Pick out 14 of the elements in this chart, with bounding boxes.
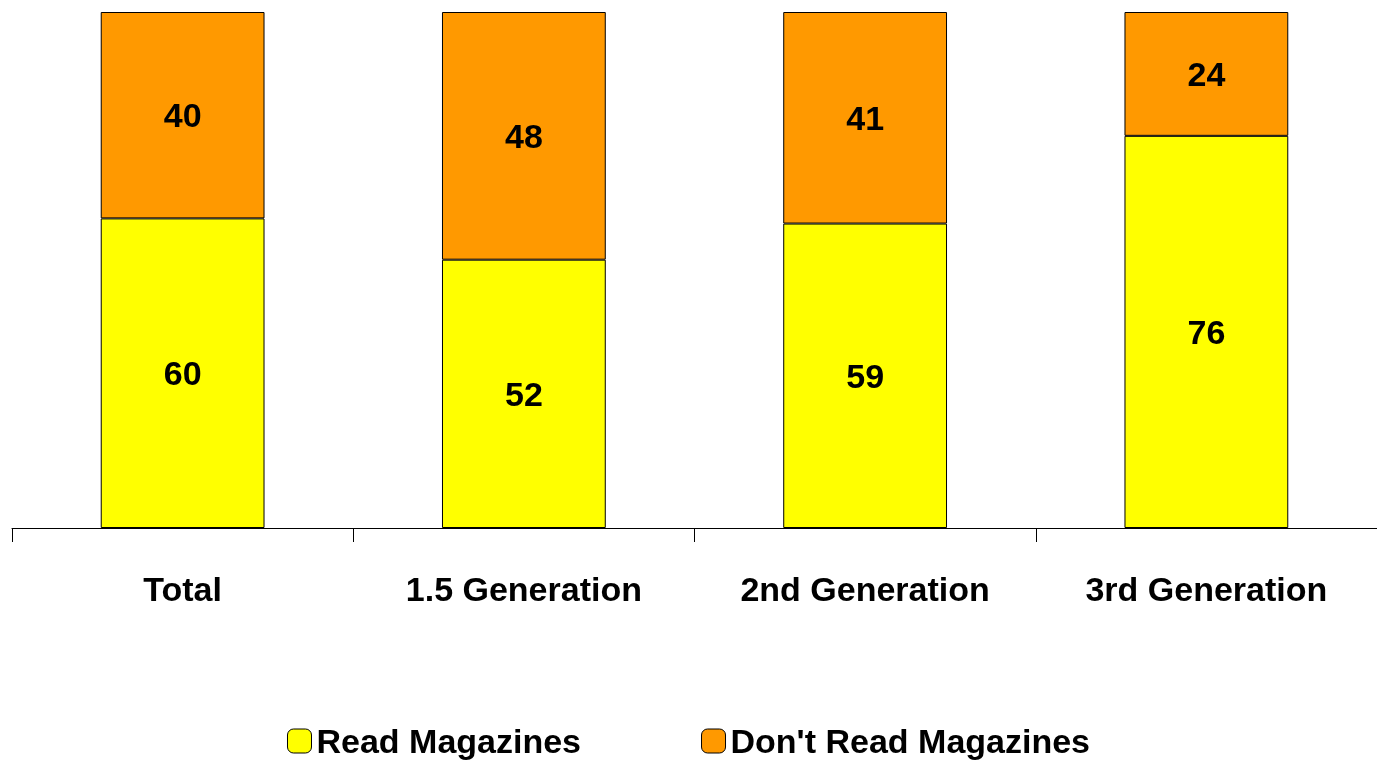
x-tick-label: 1.5 Generation <box>405 570 642 608</box>
x-tick-label: 2nd Generation <box>740 570 990 608</box>
x-tick-label: 3rd Generation <box>1085 570 1328 608</box>
data-label: 41 <box>846 98 885 137</box>
x-tick-label: Total <box>143 570 222 608</box>
data-label: 59 <box>846 356 885 395</box>
data-label: 52 <box>504 374 543 413</box>
data-label: 76 <box>1187 312 1226 351</box>
legend-label: Read Magazines <box>316 722 582 760</box>
data-label: 48 <box>504 116 543 155</box>
data-label: 60 <box>163 354 202 393</box>
legend-label: Don't Read Magazines <box>730 722 1091 760</box>
data-label: 24 <box>1187 54 1226 93</box>
data-label: 40 <box>163 96 202 135</box>
